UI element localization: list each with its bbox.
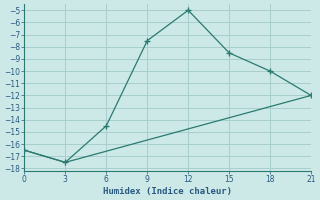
X-axis label: Humidex (Indice chaleur): Humidex (Indice chaleur) [103, 187, 232, 196]
